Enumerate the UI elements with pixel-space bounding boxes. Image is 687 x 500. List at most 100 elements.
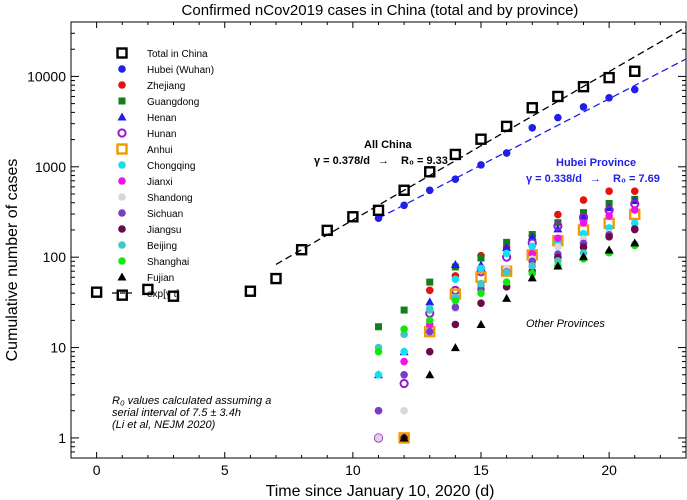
fit-line [275, 26, 687, 266]
point-fujian [502, 293, 512, 302]
point-total [552, 90, 564, 103]
point-guangdong [375, 323, 382, 331]
series-shandong [374, 225, 639, 442]
x-tick-label: 5 [221, 462, 229, 478]
point-shanghai [374, 347, 383, 356]
point-jianxi [579, 219, 588, 227]
point-chongqing [451, 275, 460, 284]
point-chongqing [374, 370, 383, 379]
note-line-1: R₀ values calculated assuming a [112, 395, 271, 407]
point-hubei [400, 201, 408, 210]
point-shandong [400, 406, 408, 415]
point-jianxi [554, 234, 562, 243]
x-axis-label: Time since January 10, 2020 (d) [266, 483, 495, 500]
point-chongqing [477, 264, 485, 273]
point-jiangsu [605, 233, 613, 241]
legend-marker-jiangsu [118, 225, 126, 233]
legend-marker-chongqing [118, 161, 126, 169]
point-hubei [528, 124, 537, 132]
other-provinces-label: Other Provinces [526, 318, 605, 330]
point-total [526, 102, 538, 114]
point-beijing [400, 330, 408, 339]
all-china-title: All China [364, 139, 413, 151]
series-jiangsu [400, 225, 639, 442]
hubei-annotation: Hubei Province γ = 0.338/d → R₀ = 7.69 [526, 157, 660, 185]
y-tick-label: 100 [43, 249, 67, 265]
point-chongqing [605, 224, 613, 232]
x-tick-label: 20 [601, 462, 617, 478]
point-jiangsu [451, 320, 460, 329]
point-total [449, 148, 462, 161]
legend-marker-shandong [118, 193, 126, 201]
point-guangdong [503, 238, 511, 246]
point-hubei [630, 85, 639, 94]
point-chongqing [528, 242, 537, 251]
point-henan [502, 242, 512, 251]
point-shanghai [400, 325, 408, 333]
point-total [603, 71, 615, 84]
point-total [577, 80, 590, 93]
point-jiangsu [630, 225, 639, 234]
point-hubei [477, 161, 485, 169]
all-china-arrow: → [378, 155, 389, 167]
point-total [142, 283, 154, 296]
legend: Total in China Hubei (Wuhan) Zhejiang Guang… [112, 47, 214, 300]
point-hubei [374, 214, 383, 222]
point-sichuan [374, 406, 383, 415]
point-fujian [604, 245, 614, 254]
legend-label-total: Total in China [147, 49, 208, 60]
point-jiangsu [425, 347, 434, 356]
point-zhejiang [554, 210, 562, 219]
point-sichuan [400, 370, 408, 379]
point-total [167, 290, 180, 302]
point-shanghai [502, 278, 511, 286]
point-beijing [477, 279, 485, 288]
point-guangdong [477, 254, 485, 262]
point-zhejiang [630, 187, 639, 195]
note-line-3: (Li et al, NEJM 2020) [112, 419, 216, 431]
y-tick-label: 10 [50, 340, 66, 356]
point-shanghai [425, 316, 434, 325]
point-guangdong [426, 278, 434, 286]
legend-label-jianxi: Jianxi [147, 177, 173, 188]
legend-marker-zhejiang [118, 81, 126, 89]
legend-label-hunan: Hunan [147, 129, 176, 140]
legend-label-henan: Henan [147, 113, 176, 124]
series-guangdong [375, 195, 639, 331]
point-sichuan [425, 327, 434, 336]
point-total [372, 204, 385, 217]
point-chongqing [400, 347, 408, 356]
legend-marker-hubei [118, 65, 126, 73]
y-tick-label: 1000 [35, 159, 66, 175]
point-henan [527, 232, 537, 241]
point-total [500, 120, 513, 133]
point-shandong [374, 434, 383, 442]
point-total [295, 243, 308, 256]
legend-marker-jianxi [118, 177, 126, 185]
point-shanghai [451, 296, 460, 305]
chart-title: Confirmed nCov2019 cases in China (total… [182, 2, 579, 19]
x-tick-label: 15 [473, 462, 489, 478]
point-zhejiang [605, 187, 613, 196]
point-jianxi [400, 357, 408, 366]
legend-marker-sichuan [118, 209, 126, 217]
point-guangdong [400, 306, 408, 314]
point-fujian [630, 238, 640, 247]
point-shandong [554, 243, 562, 251]
point-total [90, 286, 103, 298]
legend-label-shanghai: Shanghai [147, 257, 189, 268]
point-jianxi [605, 212, 613, 220]
y-axis-label: Cumulative number of cases [4, 159, 21, 362]
point-hubei [554, 113, 562, 122]
series-zhejiang [400, 187, 639, 442]
hubei-gamma: γ = 0.338/d [526, 173, 582, 185]
legend-label-guangdong: Guangdong [147, 97, 199, 108]
y-tick-label: 1 [58, 430, 66, 446]
axes: 0 5 10 15 20 1 10 100 1000 10000 [27, 21, 687, 478]
series-total [90, 65, 641, 302]
point-shanghai [477, 289, 485, 297]
legend-marker-henan [117, 112, 127, 121]
point-sichuan [451, 303, 460, 311]
legend-label-fujian: Fujian [147, 273, 174, 284]
